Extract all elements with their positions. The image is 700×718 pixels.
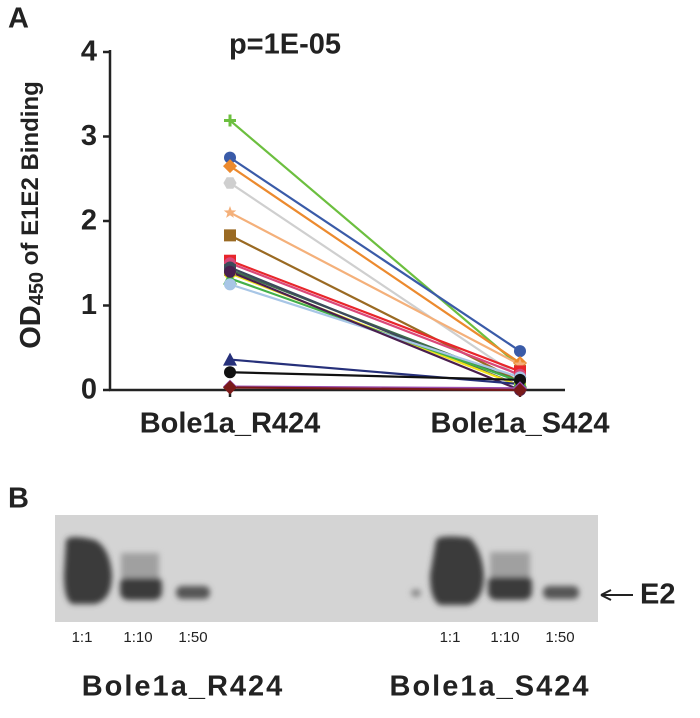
band [176, 586, 210, 599]
y-tick-label: 1 [81, 289, 97, 321]
dilution-label: 1:50 [545, 629, 574, 646]
dilution-label: 1:1 [440, 629, 461, 646]
band [120, 576, 162, 600]
series-line [229, 211, 521, 366]
band [430, 536, 484, 605]
marker [223, 177, 237, 189]
series-line [229, 259, 521, 373]
marker [224, 366, 236, 379]
marker [513, 358, 527, 370]
band-label: E2 [640, 579, 675, 611]
series-line [229, 182, 521, 379]
dilution-label: 1:1 [72, 629, 93, 646]
series-line [229, 270, 521, 392]
y-tick-label: 2 [81, 205, 97, 237]
marker [224, 229, 236, 242]
series-line [229, 262, 521, 376]
y-axis-label: OD450 of E1E2 Binding [15, 81, 49, 349]
marker [223, 159, 237, 174]
band-spot [411, 589, 421, 597]
band [64, 537, 112, 604]
band [488, 575, 532, 600]
series-line [229, 358, 521, 386]
series-line [229, 371, 521, 381]
marker [223, 205, 237, 218]
plot: 0 1 2 3 4 Bole1a_R424 Bole1a_S424 [81, 36, 610, 440]
panel-label: A [8, 3, 29, 35]
series-line [229, 119, 521, 368]
dilution-label: 1:50 [178, 629, 207, 646]
sample-label: Bole1a_S424 [390, 671, 591, 703]
marker [224, 114, 236, 127]
series-line [229, 234, 521, 383]
y-label-main: OD [15, 305, 47, 349]
series-line [229, 156, 521, 353]
marker [223, 380, 237, 395]
marker [514, 345, 526, 358]
marker [513, 383, 527, 397]
y-tick-label: 3 [81, 120, 97, 152]
x-tick-label: Bole1a_R424 [140, 408, 321, 440]
marker [224, 151, 236, 164]
p-value: p=1E-05 [229, 29, 341, 61]
y-label-sub: 450 [26, 272, 48, 305]
series-line [229, 386, 521, 392]
marker [224, 265, 236, 278]
band [543, 586, 579, 599]
panel-label: B [8, 483, 29, 515]
y-tick-label: 0 [81, 374, 97, 406]
marker [223, 352, 237, 366]
y-tick-label: 4 [81, 36, 97, 68]
marker [514, 373, 526, 386]
bands [64, 536, 579, 605]
band-smear [121, 553, 159, 578]
arrow-head [600, 589, 612, 601]
series-line [229, 165, 521, 364]
sample-label: Bole1a_R424 [82, 671, 285, 703]
dilution-label: 1:10 [490, 629, 519, 646]
dilution-label: 1:10 [123, 629, 152, 646]
marker [224, 278, 236, 291]
blot-image [55, 515, 598, 622]
x-tick-label: Bole1a_S424 [431, 408, 610, 440]
y-label-rest: of E1E2 Binding [17, 81, 44, 272]
band-smear [490, 552, 530, 577]
